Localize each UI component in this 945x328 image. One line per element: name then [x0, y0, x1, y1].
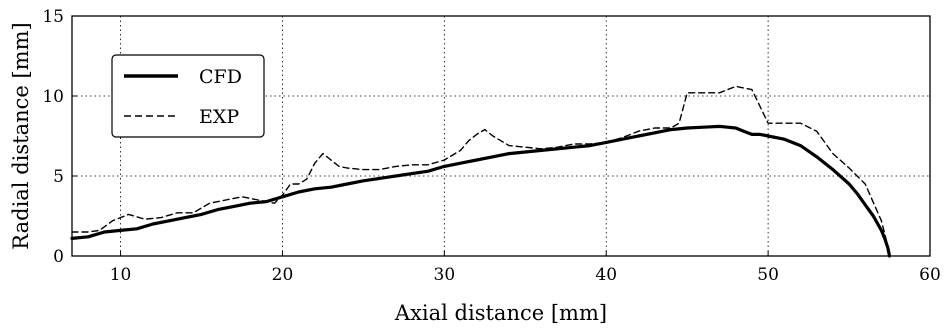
- x-tick-label: 50: [757, 265, 779, 285]
- plot-frame: [71, 15, 931, 257]
- grid-lines: [72, 16, 930, 256]
- series-line-cfd: [70, 124, 892, 258]
- x-tick-label: 30: [434, 265, 456, 285]
- ticks: 10 20 30 40 50 60 0 5 10 15: [42, 7, 940, 285]
- series-line-exp: [71, 85, 891, 257]
- x-axis-title: Axial distance [mm]: [394, 301, 607, 325]
- y-axis-title: Radial distance [mm]: [9, 22, 33, 249]
- x-tick-label: 20: [272, 265, 294, 285]
- x-tick-label: 10: [110, 265, 132, 285]
- x-tick-label: 40: [595, 265, 617, 285]
- legend-label-cfd: CFD: [199, 66, 242, 88]
- series-layer: [70, 85, 892, 258]
- y-tick-label: 0: [53, 247, 64, 267]
- legend: CFD EXP: [111, 54, 265, 138]
- y-tick-label: 5: [53, 167, 64, 187]
- legend-label-exp: EXP: [199, 106, 239, 128]
- y-tick-label: 10: [42, 87, 64, 107]
- x-tick-label: 60: [919, 265, 941, 285]
- y-tick-label: 15: [42, 7, 64, 27]
